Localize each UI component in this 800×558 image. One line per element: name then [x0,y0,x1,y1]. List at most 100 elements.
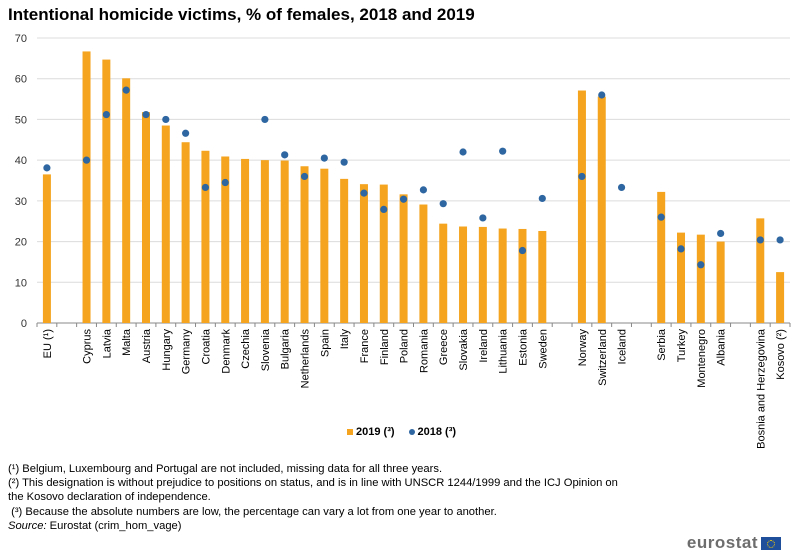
x-tick-label: Norway [577,329,589,367]
bar-2019-Ireland [478,226,487,323]
legend-item-2018: 2018 (³) [408,426,457,438]
x-tick-label: Montenegro [696,329,708,388]
x-tick-label: Austria [141,328,153,363]
bar-2019-Hungary [161,125,170,324]
bar-2019-Switzerland [597,96,606,323]
bar-2019-Cyprus [82,51,91,323]
legend-label: 2018 (³) [417,426,457,438]
x-tick-label: Hungary [161,329,173,371]
dot-2018-Montenegro [697,261,705,269]
dot-2018-Italy [340,158,348,166]
x-tick-label: Bosnia and Herzegovina [755,328,767,449]
chart-title: Intentional homicide victims, % of femal… [8,5,475,24]
bar-2019-Serbia [657,191,666,323]
x-tick-label: Spain [319,329,331,357]
footnote-1: (¹) Belgium, Luxembourg and Portugal are… [8,463,443,475]
x-tick-label: Denmark [220,329,232,374]
bar-2019-Germany [181,142,190,323]
source-text: Eurostat (crim_hom_vage) [46,519,182,532]
dot-2018-Latvia [102,110,110,119]
dot-2018-Turkey [677,245,685,253]
bar-2019-Lithuania [498,228,507,323]
bar-2019-Poland [399,194,408,323]
dot-2018-Spain [320,154,328,162]
legend-swatch-dot [408,429,415,436]
dot-2018-Finland [380,205,388,214]
eurostat-logo: eurostat [687,533,781,553]
bar-2019-Italy [340,178,349,323]
x-tick-label: Slovakia [458,328,470,370]
bar-2019-France [359,184,368,323]
bar-2019-Croatia [201,150,210,323]
footnotes: (¹) Belgium, Luxembourg and Portugal are… [8,462,628,533]
bar-2019-Greece [439,223,448,323]
x-tick-label: Poland [399,329,411,363]
x-tick-label: Iceland [617,329,629,364]
dot-2018-Germany [182,129,190,137]
dot-2018-Slovakia [459,148,467,156]
x-tick-label: Croatia [200,328,212,364]
dot-2018-Croatia [201,183,210,192]
dot-2018-Estonia [518,246,527,255]
y-tick-label: 30 [15,196,27,208]
x-tick-label: Malta [121,328,133,356]
x-tick-label: Italy [339,329,351,350]
bar-2019-Spain [320,168,329,323]
dot-2018-Malta [122,86,130,94]
dot-2018-Sweden [538,194,546,203]
x-tick-label: Bulgaria [280,328,292,369]
x-tick-label: Albania [716,328,728,366]
bar-2019-Bulgaria [280,160,289,323]
dot-2018-Netherlands [300,172,309,181]
dot-2018-EU (¹) [43,164,51,172]
x-tick-label: Cyprus [82,329,94,364]
source-line: Source: Eurostat (crim_hom_vage) [8,519,628,533]
footnote-3: (³) Because the absolute numbers are low… [8,505,497,518]
dot-2018-Austria [142,110,150,119]
bar-2019-Netherlands [300,166,309,323]
y-tick-label: 40 [15,155,27,167]
dot-2018-Serbia [657,213,665,221]
y-tick-label: 60 [15,74,27,86]
bar-2019-Turkey [677,232,686,323]
dot-2018-Iceland [617,183,626,192]
source-label: Source: [8,519,47,532]
dot-2018-Cyprus [82,156,91,164]
legend-item-2019: 2019 (³) [347,426,395,438]
bar-2019-Slovenia [260,160,269,323]
bar-2019-Finland [379,184,388,323]
dot-2018-Greece [439,200,447,208]
x-tick-label: EU (¹) [42,329,54,358]
dot-2018-France [360,189,368,197]
x-tick-label: France [359,329,371,363]
bar-2019-Slovakia [459,226,468,323]
legend-label: 2019 (³) [356,426,395,438]
bar-2019-Estonia [518,228,527,323]
x-tick-label: Ireland [478,329,490,363]
dot-2018-Slovenia [261,115,269,124]
dot-2018-Norway [578,172,586,181]
dot-2018-Romania [419,186,428,194]
legend: 2019 (³) 2018 (³) [347,426,456,438]
dot-2018-Hungary [162,115,170,124]
bar-2019-Czechia [241,158,250,323]
bar-2019-Albania [716,241,725,323]
bar-2019-Bosnia and Herzegovina [756,218,765,323]
bar-2019-EU (¹) [42,174,51,323]
x-tick-label: Latvia [101,328,113,358]
dot-2018-Switzerland [598,91,606,99]
dot-2018-Denmark [221,178,229,187]
footnote-2: (²) This designation is without prejudic… [8,477,618,504]
bar-2019-Austria [141,112,150,323]
bar-2019-Denmark [221,156,230,323]
x-tick-label: Serbia [656,328,668,361]
x-tick-label: Estonia [517,328,529,366]
bar-2019-Romania [419,204,428,323]
bar-2019-Sweden [538,230,547,323]
x-tick-label: Turkey [676,329,688,363]
dot-2018-Albania [717,229,725,238]
y-tick-label: 50 [15,114,27,126]
x-tick-label: Netherlands [300,329,312,389]
x-tick-label: Sweden [537,329,549,369]
